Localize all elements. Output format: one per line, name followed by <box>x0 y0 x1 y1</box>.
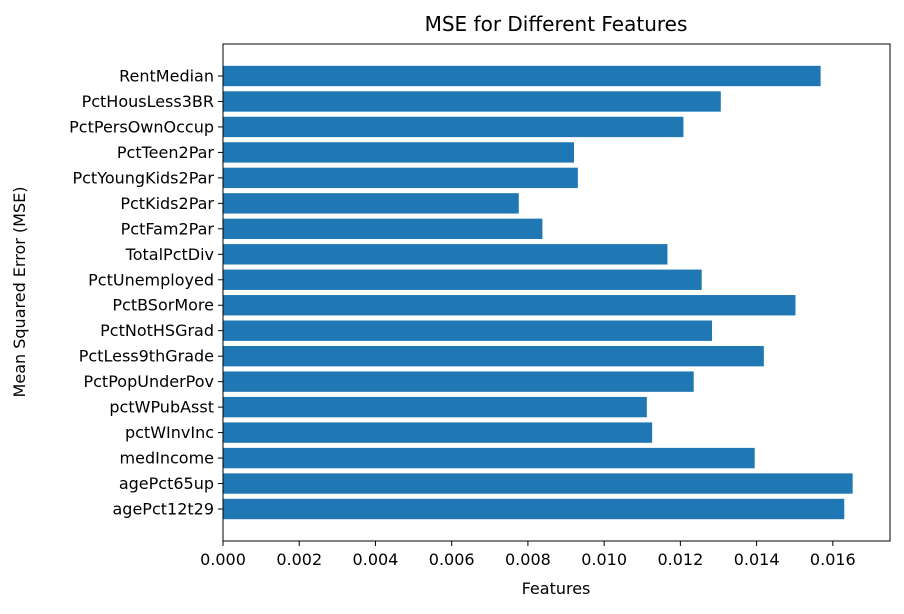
y-tick-label: agePct12t29 <box>112 500 214 519</box>
x-tick-label: 0.014 <box>734 550 780 569</box>
y-tick-label: PctUnemployed <box>88 270 214 289</box>
bar-PctLess9thGrade <box>223 345 764 367</box>
x-tick-label: 0.006 <box>429 550 475 569</box>
y-tick-label: TotalPctDiv <box>125 245 214 264</box>
x-axis-label: Features <box>522 579 591 598</box>
bar-agePct12t29 <box>223 498 845 520</box>
y-tick-label: pctWPubAsst <box>109 398 214 417</box>
x-tick-label: 0.016 <box>810 550 856 569</box>
y-tick-label: RentMedian <box>119 67 214 86</box>
bar-PctHousLess3BR <box>223 91 721 112</box>
y-tick-label: PctPersOwnOccup <box>69 117 214 136</box>
y-tick-label: PctLess9thGrade <box>79 347 214 366</box>
y-tick-label: PctYoungKids2Par <box>72 168 214 187</box>
plot-frame <box>222 43 891 542</box>
bar-PctTeen2Par <box>223 142 575 163</box>
x-tick-label: 0.010 <box>581 550 627 569</box>
bar-PctPersOwnOccup <box>223 116 684 138</box>
bar-pctWInvInc <box>223 422 653 443</box>
bar-PctBSorMore <box>223 295 796 316</box>
bar-TotalPctDiv <box>223 244 668 265</box>
y-tick-label: PctKids2Par <box>120 194 214 213</box>
y-tick-label: medIncome <box>120 449 214 468</box>
y-tick-label: pctWInvInc <box>125 423 214 442</box>
y-tick-label: PctPopUnderPov <box>83 372 214 391</box>
bar-PctFam2Par <box>223 218 543 240</box>
x-axis: 0.000 0.002 0.004 0.006 0.008 0.010 0.012 0.014… <box>200 541 856 569</box>
y-tick-label: PctTeen2Par <box>117 143 215 162</box>
bar-PctYoungKids2Par <box>223 167 578 189</box>
y-tick-label: PctBSorMore <box>112 296 214 315</box>
bar-medIncome <box>223 447 755 469</box>
y-tick-label: PctFam2Par <box>121 219 215 238</box>
bar-RentMedian <box>223 65 821 87</box>
x-tick-label: 0.012 <box>657 550 703 569</box>
y-tick-label: PctHousLess3BR <box>82 92 214 111</box>
bar-PctUnemployed <box>223 269 702 290</box>
x-tick-label: 0.002 <box>276 550 322 569</box>
y-tick-label: agePct65up <box>119 474 214 493</box>
y-tick-label: PctNotHSGrad <box>100 321 214 340</box>
bars-group <box>223 65 853 520</box>
bar-PctNotHSGrad <box>223 320 713 341</box>
chart-title: MSE for Different Features <box>425 12 688 36</box>
y-axis-label: Mean Squared Error (MSE) <box>10 187 29 398</box>
x-tick-label: 0.008 <box>505 550 551 569</box>
bar-PctPopUnderPov <box>223 371 694 392</box>
x-tick-label: 0.000 <box>200 550 246 569</box>
x-tick-label: 0.004 <box>353 550 399 569</box>
y-axis: agePct12t29 agePct65up medIncome pctWInvInc… <box>69 67 223 519</box>
bar-agePct65up <box>223 473 853 494</box>
bar-PctKids2Par <box>223 193 519 214</box>
bar-pctWPubAsst <box>223 396 647 418</box>
